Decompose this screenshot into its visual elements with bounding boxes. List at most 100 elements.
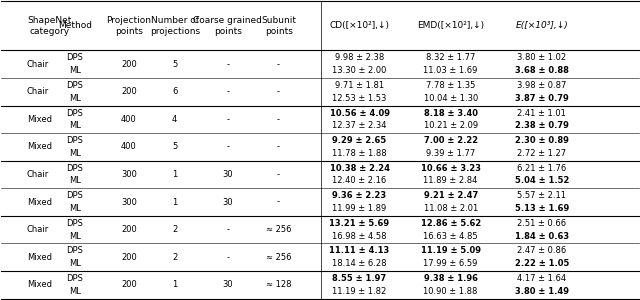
Text: DPS: DPS <box>66 164 83 173</box>
Text: 10.56 ± 4.09: 10.56 ± 4.09 <box>330 109 390 118</box>
Text: -: - <box>277 115 280 124</box>
Text: 30: 30 <box>222 198 233 207</box>
Text: DPS: DPS <box>66 53 83 62</box>
Text: 9.98 ± 2.38: 9.98 ± 2.38 <box>335 53 384 62</box>
Text: DPS: DPS <box>66 136 83 145</box>
Text: 2: 2 <box>172 225 177 234</box>
Text: 2.72 ± 1.27: 2.72 ± 1.27 <box>517 149 566 158</box>
Text: 10.21 ± 2.09: 10.21 ± 2.09 <box>424 121 477 130</box>
Text: DPS: DPS <box>66 81 83 90</box>
Text: 5.57 ± 2.11: 5.57 ± 2.11 <box>517 191 566 200</box>
Text: 10.66 ± 3.23: 10.66 ± 3.23 <box>420 164 481 173</box>
Text: -: - <box>226 115 229 124</box>
Text: 3.68 ± 0.88: 3.68 ± 0.88 <box>515 66 569 75</box>
Text: ≈ 256: ≈ 256 <box>266 225 291 234</box>
Text: ML: ML <box>68 204 81 213</box>
Text: 200: 200 <box>121 225 137 234</box>
Text: 300: 300 <box>121 170 137 179</box>
Text: 12.37 ± 2.34: 12.37 ± 2.34 <box>332 121 387 130</box>
Text: 13.30 ± 2.00: 13.30 ± 2.00 <box>332 66 387 75</box>
Text: ML: ML <box>68 149 81 158</box>
Text: Chair: Chair <box>27 170 49 179</box>
Text: Mixed: Mixed <box>27 280 52 289</box>
Text: ML: ML <box>68 66 81 75</box>
Text: Coarse grained
points: Coarse grained points <box>193 16 262 36</box>
Text: DPS: DPS <box>66 109 83 118</box>
Text: Chair: Chair <box>27 87 49 96</box>
Text: Chair: Chair <box>27 225 49 234</box>
Text: 200: 200 <box>121 60 137 69</box>
Text: -: - <box>226 142 229 152</box>
Text: 11.78 ± 1.88: 11.78 ± 1.88 <box>332 149 387 158</box>
Text: 300: 300 <box>121 198 137 207</box>
Text: 200: 200 <box>121 253 137 262</box>
Text: 18.14 ± 6.28: 18.14 ± 6.28 <box>332 259 387 268</box>
Text: -: - <box>226 87 229 96</box>
Text: E([×10³],↓): E([×10³],↓) <box>515 21 568 30</box>
Text: DPS: DPS <box>66 219 83 228</box>
Text: Number of
projections: Number of projections <box>150 16 200 36</box>
Text: ≈ 256: ≈ 256 <box>266 253 291 262</box>
Text: -: - <box>277 170 280 179</box>
Text: 30: 30 <box>222 280 233 289</box>
Text: 200: 200 <box>121 280 137 289</box>
Text: DPS: DPS <box>66 246 83 255</box>
Text: 2: 2 <box>172 253 177 262</box>
Text: 12.86 ± 5.62: 12.86 ± 5.62 <box>420 219 481 228</box>
Text: DPS: DPS <box>66 191 83 200</box>
Text: 9.39 ± 1.77: 9.39 ± 1.77 <box>426 149 476 158</box>
Text: 5.13 ± 1.69: 5.13 ± 1.69 <box>515 204 569 213</box>
Text: 11.19 ± 5.09: 11.19 ± 5.09 <box>420 246 481 255</box>
Text: -: - <box>226 225 229 234</box>
Text: DPS: DPS <box>66 274 83 283</box>
Text: 8.32 ± 1.77: 8.32 ± 1.77 <box>426 53 476 62</box>
Text: ≈ 128: ≈ 128 <box>266 280 291 289</box>
Text: 11.03 ± 1.69: 11.03 ± 1.69 <box>424 66 478 75</box>
Text: EMD([×10²],↓): EMD([×10²],↓) <box>417 21 484 30</box>
Text: 1: 1 <box>172 198 177 207</box>
Text: 2.41 ± 1.01: 2.41 ± 1.01 <box>517 109 566 118</box>
Text: 9.38 ± 1.96: 9.38 ± 1.96 <box>424 274 477 283</box>
Text: 16.63 ± 4.85: 16.63 ± 4.85 <box>423 232 478 241</box>
Text: ML: ML <box>68 259 81 268</box>
Text: 11.99 ± 1.89: 11.99 ± 1.89 <box>332 204 387 213</box>
Text: 30: 30 <box>222 170 233 179</box>
Text: 4: 4 <box>172 115 177 124</box>
Text: ML: ML <box>68 287 81 296</box>
Text: 3.98 ± 0.87: 3.98 ± 0.87 <box>517 81 566 90</box>
Text: -: - <box>277 198 280 207</box>
Text: 3.87 ± 0.79: 3.87 ± 0.79 <box>515 94 568 103</box>
Text: ML: ML <box>68 232 81 241</box>
Text: 2.30 ± 0.89: 2.30 ± 0.89 <box>515 136 569 145</box>
Text: -: - <box>277 87 280 96</box>
Text: 5: 5 <box>172 142 177 152</box>
Text: 8.55 ± 1.97: 8.55 ± 1.97 <box>332 274 387 283</box>
Text: 6.21 ± 1.76: 6.21 ± 1.76 <box>517 164 566 173</box>
Text: 5: 5 <box>172 60 177 69</box>
Text: 9.36 ± 2.23: 9.36 ± 2.23 <box>332 191 387 200</box>
Text: 1: 1 <box>172 170 177 179</box>
Text: 400: 400 <box>121 142 137 152</box>
Text: 11.89 ± 2.84: 11.89 ± 2.84 <box>424 176 478 185</box>
Text: 10.04 ± 1.30: 10.04 ± 1.30 <box>424 94 477 103</box>
Text: 11.19 ± 1.82: 11.19 ± 1.82 <box>332 287 387 296</box>
Text: -: - <box>226 253 229 262</box>
Text: 9.21 ± 2.47: 9.21 ± 2.47 <box>424 191 477 200</box>
Text: 3.80 ± 1.02: 3.80 ± 1.02 <box>517 53 566 62</box>
Text: 16.98 ± 4.58: 16.98 ± 4.58 <box>332 232 387 241</box>
Text: ML: ML <box>68 121 81 130</box>
Text: -: - <box>277 142 280 152</box>
Text: ML: ML <box>68 94 81 103</box>
Text: 9.29 ± 2.65: 9.29 ± 2.65 <box>332 136 387 145</box>
Text: 1: 1 <box>172 280 177 289</box>
Text: Mixed: Mixed <box>27 253 52 262</box>
Text: 7.00 ± 2.22: 7.00 ± 2.22 <box>424 136 477 145</box>
Text: 8.18 ± 3.40: 8.18 ± 3.40 <box>424 109 477 118</box>
Text: 200: 200 <box>121 87 137 96</box>
Text: 2.38 ± 0.79: 2.38 ± 0.79 <box>515 121 569 130</box>
Text: 17.99 ± 6.59: 17.99 ± 6.59 <box>424 259 478 268</box>
Text: Mixed: Mixed <box>27 142 52 152</box>
Text: Mixed: Mixed <box>27 115 52 124</box>
Text: 10.90 ± 1.88: 10.90 ± 1.88 <box>424 287 478 296</box>
Text: Mixed: Mixed <box>27 198 52 207</box>
